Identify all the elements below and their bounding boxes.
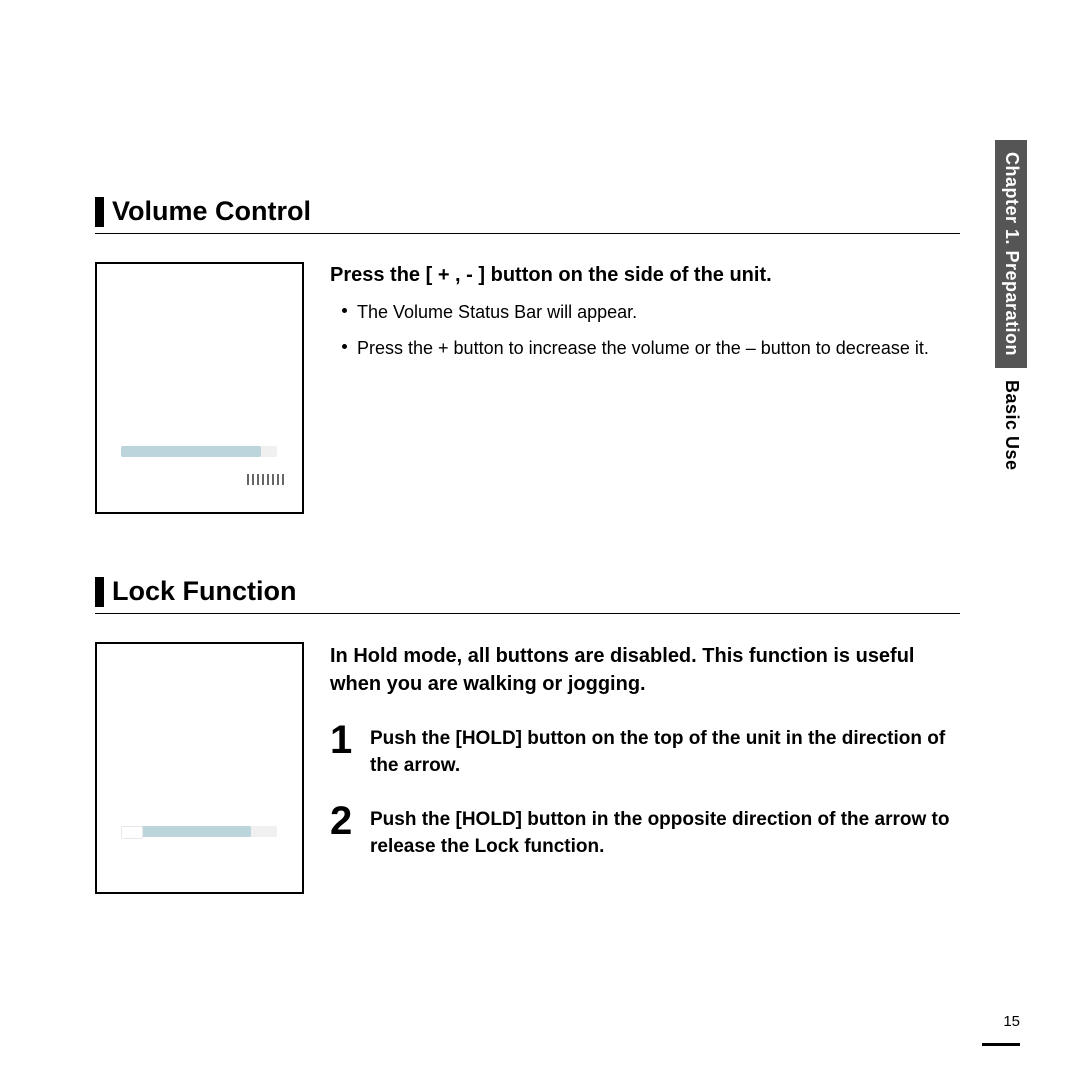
section-header-volume: Volume Control — [95, 196, 960, 234]
volume-instructions: Press the [ + , - ] button on the side o… — [330, 262, 960, 514]
header-bar-icon — [95, 197, 104, 227]
lock-instructions: In Hold mode, all buttons are disabled. … — [330, 642, 960, 894]
bullet-dot-icon — [342, 308, 347, 313]
section-title-lock: Lock Function — [112, 576, 297, 607]
lock-intro: In Hold mode, all buttons are disabled. … — [330, 642, 960, 698]
step-row: 1 Push the [HOLD] button on the top of t… — [330, 720, 960, 779]
device-screen-volume — [95, 262, 304, 514]
chapter-tab: Chapter 1. Preparation — [995, 140, 1027, 368]
header-bar-icon — [95, 577, 104, 607]
section-title-volume: Volume Control — [112, 196, 311, 227]
device-screen-lock — [95, 642, 304, 894]
section-tab: Basic Use — [995, 368, 1027, 483]
step-number: 1 — [330, 720, 356, 760]
step-text: Push the [HOLD] button on the top of the… — [370, 726, 960, 779]
step-text: Push the [HOLD] button in the opposite d… — [370, 807, 960, 860]
section-header-lock: Lock Function — [95, 576, 960, 614]
progress-handle — [121, 826, 143, 839]
bullet-line: The Volume Status Bar will appear. — [330, 299, 960, 325]
lock-section: Lock Function In Hold mode, all buttons … — [95, 576, 960, 894]
lock-body: In Hold mode, all buttons are disabled. … — [95, 642, 960, 894]
step-number: 2 — [330, 801, 356, 841]
footer-rule-icon — [982, 1043, 1020, 1046]
bullet-text: The Volume Status Bar will appear. — [357, 299, 637, 325]
page-number: 15 — [1003, 1013, 1020, 1030]
manual-page: Chapter 1. Preparation Basic Use Volume … — [0, 0, 1080, 1080]
bullet-text: Press the + button to increase the volum… — [357, 335, 929, 361]
content-area: Volume Control Press the [ + , - ] butto… — [95, 196, 960, 894]
volume-instruction-head: Press the [ + , - ] button on the side o… — [330, 262, 960, 289]
bullet-line: Press the + button to increase the volum… — [330, 335, 960, 361]
volume-body: Press the [ + , - ] button on the side o… — [95, 262, 960, 514]
bullet-dot-icon — [342, 344, 347, 349]
step-row: 2 Push the [HOLD] button in the opposite… — [330, 801, 960, 860]
scale-ticks-icon — [247, 474, 284, 485]
side-tab: Chapter 1. Preparation Basic Use — [995, 140, 1027, 483]
volume-fill — [121, 446, 261, 457]
